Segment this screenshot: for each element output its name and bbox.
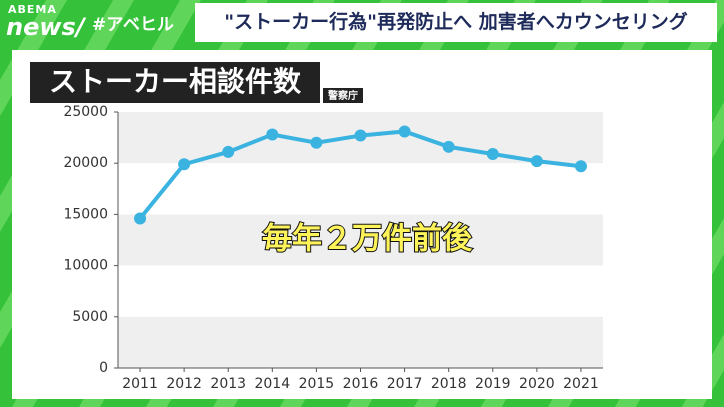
point <box>222 145 235 158</box>
point <box>574 160 587 173</box>
bands <box>118 112 603 368</box>
band <box>118 316 603 368</box>
y-tick-label: 5000 <box>72 309 108 325</box>
chart-title: ストーカー相談件数 <box>49 65 302 98</box>
logo-bottom: news/ <box>6 13 85 41</box>
x-tick-label: 2014 <box>254 376 290 392</box>
point <box>178 158 191 171</box>
x-tick-label: 2016 <box>343 376 379 392</box>
x-tick-label: 2015 <box>299 376 335 392</box>
hashtag: #アベヒル <box>92 15 174 35</box>
y-tick-label: 0 <box>99 360 108 376</box>
chart: ストーカー相談件数 警察庁 0 5000 10000 15000 20000 25000 2… <box>12 50 712 399</box>
band <box>118 214 603 266</box>
y-tick-label: 20000 <box>63 155 108 171</box>
point <box>354 129 367 142</box>
point <box>486 147 499 160</box>
x-tick-label: 2018 <box>431 376 467 392</box>
x-tick-label: 2017 <box>387 376 423 392</box>
source: 警察庁 <box>327 89 358 102</box>
x-tick-label: 2011 <box>122 376 158 392</box>
logo-top: ABEMA <box>8 3 57 16</box>
x-tick-label: 2013 <box>210 376 246 392</box>
point <box>134 212 147 225</box>
source-box <box>323 88 363 103</box>
x-tick-label: 2019 <box>475 376 511 392</box>
y-tick-label: 10000 <box>63 258 108 274</box>
y-tick-label: 25000 <box>63 104 108 120</box>
point <box>530 155 543 168</box>
x-tick-label: 2020 <box>519 376 555 392</box>
point <box>398 125 411 138</box>
title-box <box>30 62 320 103</box>
x-tick-label: 2012 <box>166 376 202 392</box>
point <box>442 140 455 153</box>
point <box>310 136 323 149</box>
headline: "ストーカー行為"再発防止へ 加害者へカウンセリング <box>195 3 717 42</box>
y-tick-label: 15000 <box>63 206 108 222</box>
x-tick-label: 2021 <box>563 376 599 392</box>
point <box>266 128 279 141</box>
annotation: 毎年２万件前後 <box>262 222 473 257</box>
